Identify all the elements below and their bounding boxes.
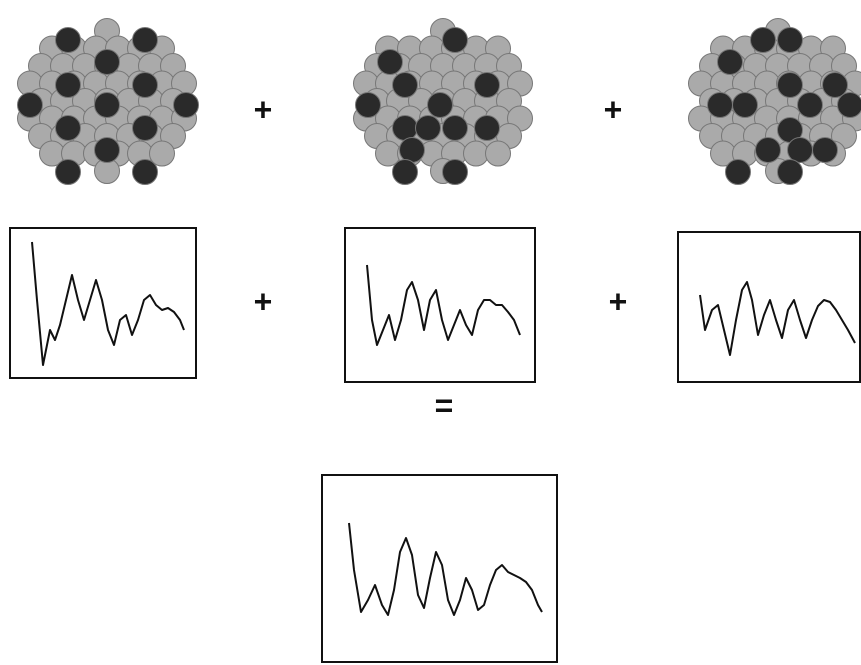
spectrum-curve <box>32 242 184 365</box>
clusters <box>18 19 861 185</box>
dopant-atom <box>56 73 81 98</box>
dopant-atom <box>133 28 158 53</box>
dopant-atom <box>393 116 418 141</box>
dopant-atom <box>756 138 781 163</box>
dopant-atom <box>708 93 733 118</box>
dopant-atom <box>356 93 381 118</box>
dopant-atom <box>443 116 468 141</box>
dopant-atom <box>428 93 453 118</box>
dopant-atom <box>718 50 743 75</box>
spectrum-plot <box>345 228 535 382</box>
plus-sign: + <box>254 283 273 319</box>
spectrum-curve <box>349 523 542 615</box>
dopant-atom <box>838 93 861 118</box>
spectrum-plot <box>322 475 557 662</box>
spectrum-plot <box>678 232 860 382</box>
nanocluster <box>354 19 533 185</box>
plus-sign: + <box>609 283 628 319</box>
dopant-atom <box>133 160 158 185</box>
dopant-atom <box>95 93 120 118</box>
plus-sign: + <box>254 91 273 127</box>
spectrum-curve <box>367 265 520 345</box>
dopant-atom <box>393 73 418 98</box>
dopant-atom <box>751 28 776 53</box>
dopant-atom <box>443 160 468 185</box>
spectrum-plot <box>10 228 196 378</box>
nanocluster <box>18 19 199 185</box>
equals-sign: = <box>435 387 454 423</box>
figure: + + + + = <box>0 0 861 665</box>
dopant-atom <box>416 116 441 141</box>
dopant-atom <box>778 73 803 98</box>
dopant-atom <box>798 93 823 118</box>
nanocluster <box>689 19 861 185</box>
dopant-atom <box>788 138 813 163</box>
dopant-atom <box>393 160 418 185</box>
dopant-atom <box>378 50 403 75</box>
dopant-atom <box>95 50 120 75</box>
dopant-atom <box>95 138 120 163</box>
dopant-atom <box>56 116 81 141</box>
dopant-atom <box>733 93 758 118</box>
dopant-atom <box>726 160 751 185</box>
dopant-atom <box>778 160 803 185</box>
dopant-atom <box>174 93 199 118</box>
dopant-atom <box>475 73 500 98</box>
dopant-atom <box>133 116 158 141</box>
spectrum-curve <box>700 282 855 355</box>
dopant-atom <box>813 138 838 163</box>
plot-frame <box>322 475 557 662</box>
atom <box>486 141 511 166</box>
dopant-atom <box>400 138 425 163</box>
dopant-atom <box>133 73 158 98</box>
plus-sign: + <box>604 91 623 127</box>
dopant-atom <box>56 160 81 185</box>
dopant-atom <box>56 28 81 53</box>
dopant-atom <box>778 28 803 53</box>
dopant-atom <box>475 116 500 141</box>
dopant-atom <box>443 28 468 53</box>
atom <box>464 141 489 166</box>
dopant-atom <box>18 93 43 118</box>
